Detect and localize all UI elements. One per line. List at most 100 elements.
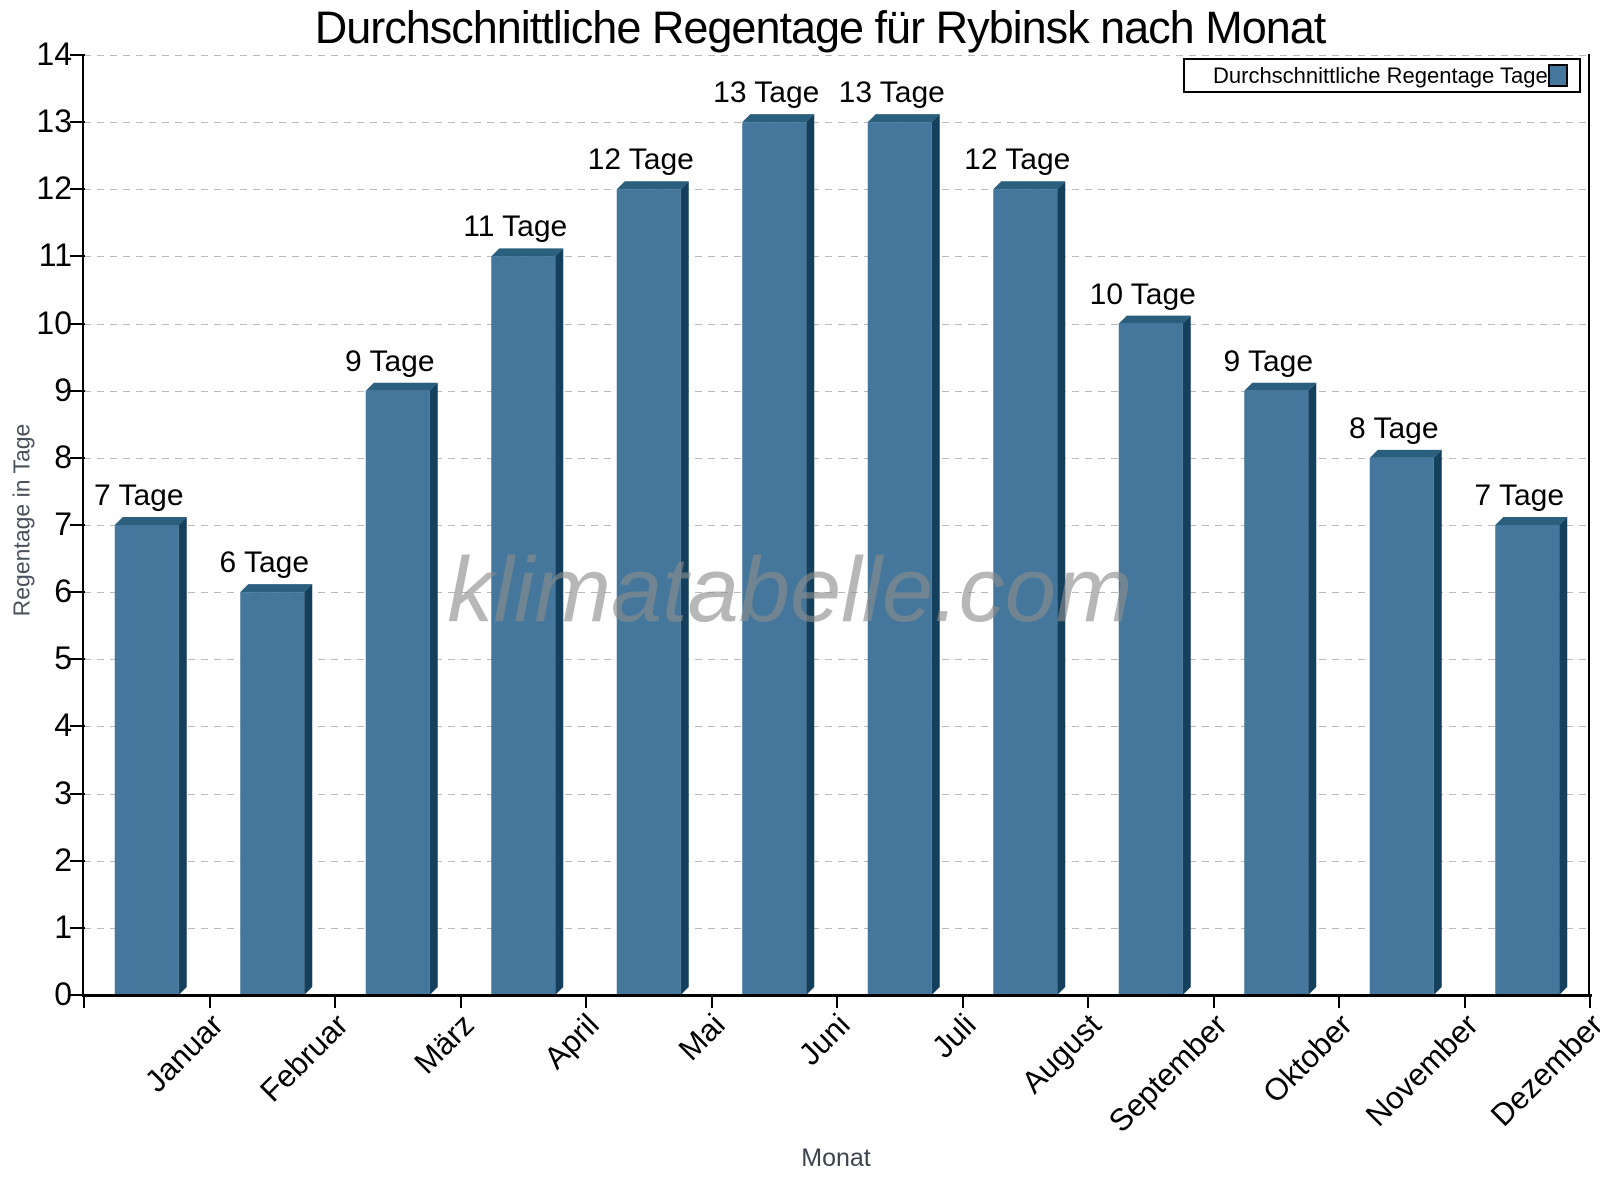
bar-front-face bbox=[616, 189, 681, 995]
value-label-august: 12 Tage bbox=[964, 143, 1071, 177]
x-tick-2 bbox=[334, 995, 336, 1008]
bar-top-face bbox=[114, 517, 187, 525]
value-label-dezember: 7 Tage bbox=[1474, 479, 1565, 512]
y-tick-label-13: 13 bbox=[36, 103, 72, 140]
bar-oktober bbox=[1244, 382, 1317, 995]
gridline-6 bbox=[84, 592, 1590, 594]
gridline-1 bbox=[84, 927, 1590, 929]
value-label-märz: 9 Tage bbox=[344, 344, 435, 378]
y-tick-label-7: 7 bbox=[54, 506, 72, 542]
bar-dezember bbox=[1495, 517, 1568, 995]
x-tick-6 bbox=[836, 995, 838, 1008]
gridline-5 bbox=[84, 659, 1590, 661]
y-tick-label-14: 14 bbox=[36, 36, 72, 72]
bar-november bbox=[1369, 449, 1442, 995]
x-tick-3 bbox=[459, 995, 462, 1008]
legend-label: Durchschnittliche Regentage Tage bbox=[1213, 62, 1548, 88]
gridline-10 bbox=[84, 323, 1590, 325]
y-tick-label-11: 11 bbox=[38, 237, 72, 274]
gridline-2 bbox=[84, 860, 1590, 862]
y-tick-label-2: 2 bbox=[54, 841, 72, 878]
bar-front-face bbox=[1369, 457, 1434, 995]
y-tick-label-4: 4 bbox=[54, 707, 72, 744]
bar-mai bbox=[616, 181, 689, 995]
bar-top-face bbox=[1244, 382, 1317, 391]
bar-side-face bbox=[1182, 315, 1191, 995]
value-label-mai: 12 Tage bbox=[587, 143, 694, 177]
y-tick-10 bbox=[70, 322, 85, 325]
bar-februar bbox=[240, 584, 313, 995]
x-tick-10 bbox=[1338, 995, 1340, 1008]
bar-top-face bbox=[742, 114, 815, 123]
bar-side-face bbox=[429, 382, 438, 995]
y-tick-7 bbox=[70, 524, 85, 526]
x-tick-5 bbox=[710, 995, 713, 1008]
bar-front-face bbox=[993, 189, 1058, 995]
bar-top-face bbox=[1118, 315, 1191, 324]
value-label-november: 8 Tage bbox=[1348, 411, 1439, 445]
x-tick-7 bbox=[961, 995, 964, 1008]
bar-september bbox=[1118, 315, 1191, 995]
gridline-4 bbox=[84, 726, 1590, 728]
gridline-9 bbox=[84, 390, 1590, 392]
bar-side-face bbox=[555, 248, 564, 995]
gridline-7 bbox=[84, 525, 1590, 526]
bar-januar bbox=[114, 517, 187, 995]
y-tick-label-10: 10 bbox=[36, 304, 72, 341]
bar-side-face bbox=[1559, 517, 1568, 995]
bar-side-face bbox=[680, 181, 689, 995]
y-tick-5 bbox=[70, 658, 85, 661]
y-tick-label-3: 3 bbox=[54, 774, 72, 811]
y-tick-1 bbox=[70, 926, 85, 929]
x-axis-title: Monat bbox=[801, 1144, 871, 1172]
bar-juli bbox=[867, 114, 940, 995]
y-axis-title: Regentage in Tage bbox=[8, 423, 35, 617]
bar-top-face bbox=[867, 114, 940, 123]
y-tick-13 bbox=[70, 121, 85, 124]
value-label-april: 11 Tage bbox=[463, 210, 568, 244]
x-tick-11 bbox=[1463, 995, 1466, 1008]
plot-area bbox=[84, 55, 1590, 995]
bar-front-face bbox=[114, 525, 179, 995]
x-tick-4 bbox=[585, 995, 587, 1008]
y-tick-8 bbox=[70, 456, 85, 459]
bar-top-face bbox=[1369, 449, 1442, 458]
value-label-januar: 7 Tage bbox=[93, 479, 184, 512]
y-tick-3 bbox=[70, 792, 85, 795]
value-label-juli: 13 Tage bbox=[838, 76, 945, 110]
bar-top-face bbox=[240, 584, 313, 593]
bar-top-face bbox=[491, 248, 564, 257]
y-tick-label-0: 0 bbox=[54, 976, 72, 1012]
x-tick-9 bbox=[1212, 995, 1215, 1008]
y-tick-14 bbox=[70, 54, 85, 56]
bar-august bbox=[993, 181, 1066, 995]
gridline-3 bbox=[84, 793, 1590, 795]
y-tick-9 bbox=[70, 389, 85, 392]
gridline-14 bbox=[84, 55, 1590, 56]
y-tick-6 bbox=[70, 591, 85, 594]
value-label-februar: 6 Tage bbox=[219, 546, 310, 580]
x-tick-8 bbox=[1087, 995, 1089, 1008]
bar-juni bbox=[742, 114, 815, 995]
gridline-13 bbox=[84, 122, 1590, 124]
gridline-12 bbox=[84, 189, 1590, 191]
bar-side-face bbox=[1057, 181, 1066, 995]
bar-side-face bbox=[1308, 382, 1317, 995]
bar-top-face bbox=[1495, 517, 1568, 525]
bar-side-face bbox=[178, 517, 187, 995]
gridline-11 bbox=[84, 256, 1590, 258]
bars bbox=[114, 114, 1568, 995]
legend: Durchschnittliche Regentage Tage bbox=[1183, 58, 1581, 93]
y-tick-label-9: 9 bbox=[54, 371, 72, 408]
bar-side-face bbox=[806, 114, 815, 995]
y-tick-0 bbox=[70, 994, 85, 996]
bar-front-face bbox=[1495, 525, 1560, 995]
bar-front-face bbox=[1118, 323, 1183, 995]
bar-side-face bbox=[1433, 449, 1442, 995]
y-tick-4 bbox=[70, 725, 85, 728]
bar-side-face bbox=[304, 584, 313, 995]
x-tick-12 bbox=[1589, 995, 1591, 1008]
value-label-oktober: 9 Tage bbox=[1223, 344, 1314, 378]
y-tick-label-5: 5 bbox=[54, 640, 72, 677]
